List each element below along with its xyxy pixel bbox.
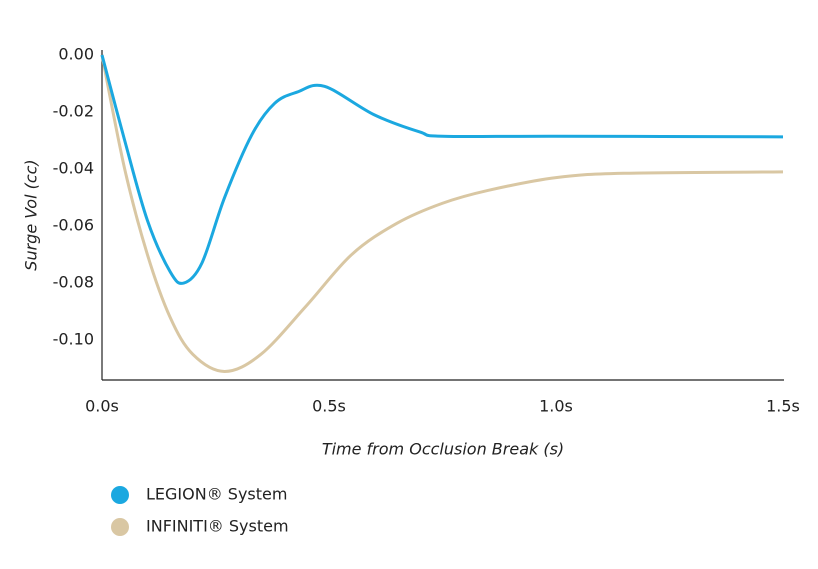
series-line xyxy=(100,54,784,285)
legend-swatch xyxy=(111,518,129,536)
series-line xyxy=(100,54,784,373)
y-tick-label: -0.06 xyxy=(53,216,94,235)
y-tick-label: -0.02 xyxy=(53,102,94,121)
x-axis-title: Time from Occlusion Break (s) xyxy=(322,440,564,459)
y-tick-label: -0.04 xyxy=(53,159,94,178)
y-tick-label: -0.10 xyxy=(53,330,94,349)
legend-label: INFINITI® System xyxy=(146,517,289,536)
y-axis-title: Surge Vol (cc) xyxy=(22,159,41,270)
y-tick-label: -0.08 xyxy=(53,273,94,292)
legend-swatch xyxy=(111,486,129,504)
x-tick-label: 0.0s xyxy=(85,397,119,416)
x-tick-label: 1.0s xyxy=(539,397,573,416)
x-tick-label: 1.5s xyxy=(766,397,800,416)
x-tick-label: 0.5s xyxy=(312,397,346,416)
legend-label: LEGION® System xyxy=(146,485,287,504)
y-tick-label: 0.00 xyxy=(58,45,94,64)
